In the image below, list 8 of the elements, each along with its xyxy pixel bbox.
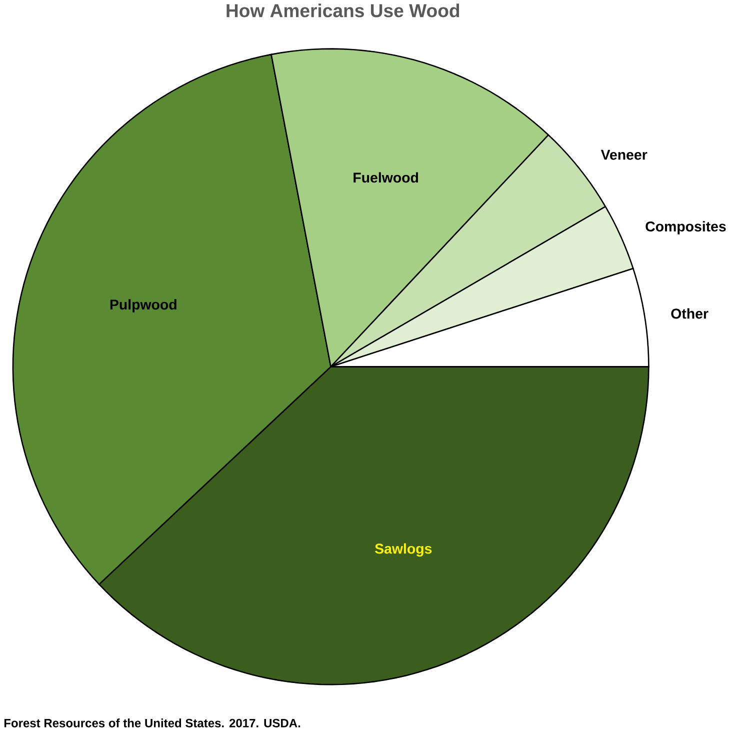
- slice-label: Composites: [646, 221, 726, 234]
- chart-title: How Americans Use Wood: [226, 4, 460, 18]
- text: Forest Resources of the United States. 2017. USDA.: [4, 718, 300, 728]
- slice-label: Sawlogs: [374, 543, 432, 557]
- slice-label: Fuelwood: [354, 172, 418, 183]
- slice-label: Other: [671, 308, 708, 319]
- slice-label: Pulpwood: [110, 299, 176, 312]
- slice-label: Veneer: [600, 150, 648, 160]
